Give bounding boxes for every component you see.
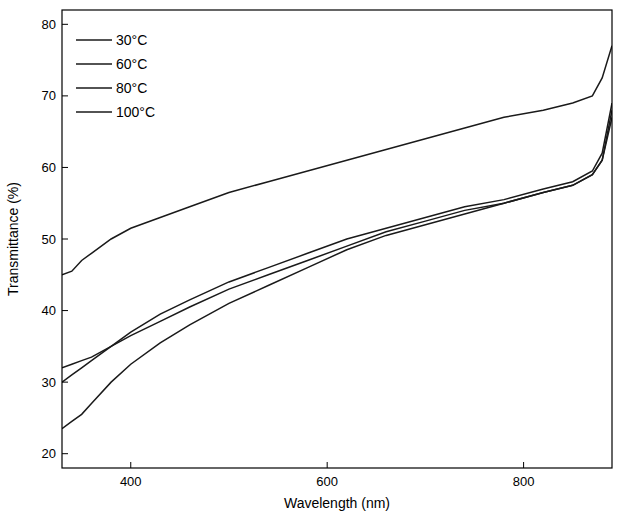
series-line <box>62 46 612 275</box>
y-tick-label: 80 <box>42 17 56 32</box>
y-tick-label: 60 <box>42 160 56 175</box>
x-tick <box>130 462 131 468</box>
series-line <box>62 110 612 428</box>
legend-swatch <box>76 87 112 89</box>
y-tick <box>62 310 68 311</box>
y-tick-label: 20 <box>42 446 56 461</box>
background <box>0 0 629 519</box>
y-tick-label: 40 <box>42 303 56 318</box>
legend-label: 100°C <box>116 104 155 120</box>
x-tick-label: 400 <box>120 474 142 489</box>
x-axis-title: Wavelength (nm) <box>284 495 390 511</box>
chart-container: 20 30 40 50 60 70 80 400 600 800 Wavelength (nm) Tr… <box>0 0 629 519</box>
x-tick-label: 800 <box>513 474 535 489</box>
series-line <box>62 103 612 382</box>
chart-svg: 20 30 40 50 60 70 80 400 600 800 Wavelength (nm) Tr… <box>0 0 629 519</box>
legend-label: 80°C <box>116 80 147 96</box>
y-tick-label: 30 <box>42 375 56 390</box>
legend-label: 60°C <box>116 56 147 72</box>
x-tick-label: 600 <box>316 474 338 489</box>
legend-swatch <box>76 39 112 41</box>
legend-label: 30°C <box>116 32 147 48</box>
y-tick <box>62 453 68 454</box>
plot-frame <box>62 10 612 468</box>
y-tick <box>62 167 68 168</box>
y-tick <box>62 382 68 383</box>
y-tick <box>62 239 68 240</box>
x-tick <box>327 462 328 468</box>
y-tick-label: 70 <box>42 88 56 103</box>
y-tick <box>62 24 68 25</box>
series-group <box>62 46 612 429</box>
legend-swatch <box>76 111 112 113</box>
y-axis-title: Transmittance (%) <box>5 182 21 296</box>
y-tick-label: 50 <box>42 232 56 247</box>
y-tick <box>62 95 68 96</box>
legend-swatch <box>76 63 112 65</box>
legend: 30°C 60°C 80°C 100°C <box>76 32 155 120</box>
x-tick <box>523 462 524 468</box>
